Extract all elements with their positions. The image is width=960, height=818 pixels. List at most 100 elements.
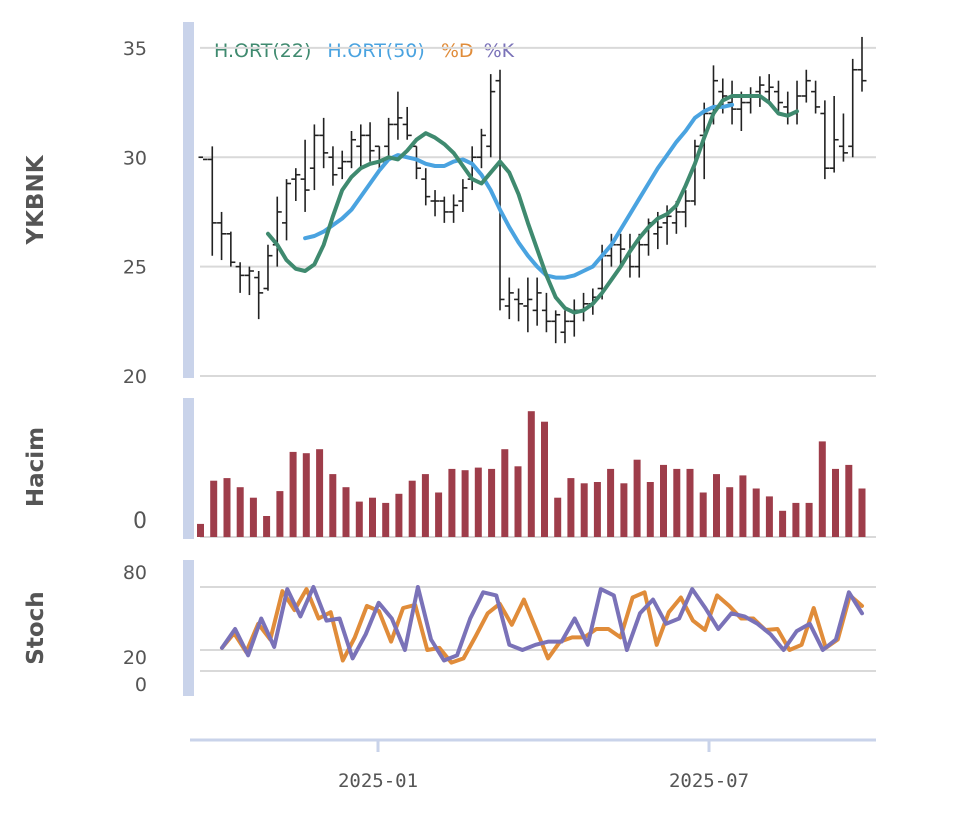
volume-bar bbox=[620, 483, 628, 537]
volume-bar bbox=[845, 464, 853, 537]
volume-bar bbox=[435, 492, 443, 537]
stoch-k-line bbox=[220, 585, 864, 663]
ohlc-bar bbox=[820, 100, 830, 180]
price-panel: 20 25 30 35 bbox=[123, 36, 876, 388]
ohlc-bar bbox=[801, 69, 811, 103]
ohlc-bar bbox=[300, 139, 310, 212]
volume-bar bbox=[302, 453, 310, 537]
ohlc-bar bbox=[458, 179, 468, 212]
ohlc-bar bbox=[736, 91, 746, 131]
price-tick-label: 25 bbox=[123, 257, 147, 279]
ohlc-bar bbox=[514, 288, 524, 322]
volume-tick-label: 0 bbox=[133, 509, 147, 534]
volume-bar bbox=[818, 441, 826, 537]
volume-bar bbox=[541, 421, 548, 537]
volume-bar bbox=[316, 449, 324, 537]
volume-bar bbox=[474, 467, 482, 537]
volume-bar bbox=[858, 488, 866, 537]
volume-bar bbox=[580, 483, 588, 537]
ohlc-bar bbox=[476, 128, 486, 169]
ohlc-bar bbox=[569, 299, 579, 337]
ohlc-bar bbox=[727, 80, 737, 125]
ohlc-bar bbox=[365, 122, 375, 162]
volume-bar bbox=[448, 468, 456, 537]
ohlc-bar bbox=[495, 69, 505, 311]
ohlc-bar bbox=[272, 196, 282, 267]
ohlc-bar bbox=[848, 58, 858, 158]
volume-bar bbox=[660, 464, 667, 537]
volume-bar bbox=[593, 482, 601, 537]
price-ylabel: YKBNK bbox=[23, 154, 49, 245]
ohlc-bar bbox=[207, 146, 217, 256]
volume-bar bbox=[210, 480, 218, 537]
ohlc-bar bbox=[829, 96, 839, 173]
ohlc-bar bbox=[792, 80, 802, 125]
volume-bar bbox=[421, 474, 429, 537]
ohlc-bar bbox=[449, 194, 459, 223]
volume-bar bbox=[382, 502, 390, 537]
ohlc-bar bbox=[263, 244, 273, 291]
volume-bar bbox=[514, 466, 522, 537]
volume-bar bbox=[408, 480, 416, 537]
ohlc-bar bbox=[291, 168, 301, 201]
volume-bar bbox=[527, 411, 535, 537]
volume-bar bbox=[197, 523, 204, 537]
volume-bar bbox=[501, 449, 509, 537]
stoch-tick-label: 80 bbox=[123, 562, 147, 584]
ohlc-bar bbox=[838, 113, 848, 162]
volume-bar bbox=[488, 468, 496, 537]
price-tick-label: 20 bbox=[123, 366, 147, 388]
volume-bar bbox=[355, 501, 363, 537]
ohlc-bar bbox=[504, 277, 514, 320]
ohlc-bar bbox=[764, 74, 774, 103]
ma22-line bbox=[266, 94, 799, 315]
ohlc-bar bbox=[532, 277, 542, 326]
ohlc-bar bbox=[337, 150, 347, 180]
ohlc-bar bbox=[217, 211, 227, 261]
stoch-panel-strip bbox=[183, 560, 194, 696]
volume-bar bbox=[752, 488, 760, 537]
stoch-tick-label: 0 bbox=[135, 674, 147, 696]
ohlc-bar bbox=[421, 168, 431, 206]
volume-bar bbox=[739, 475, 747, 537]
ohlc-bar bbox=[811, 80, 821, 114]
ohlc-bar bbox=[746, 87, 756, 114]
stoch-tick-label: 20 bbox=[123, 647, 147, 669]
x-tick-label: 2025-01 bbox=[338, 770, 418, 792]
ohlc-bar bbox=[430, 190, 440, 217]
stoch-panel: 0 20 80 bbox=[123, 562, 876, 696]
price-tick-label: 35 bbox=[123, 38, 147, 60]
volume-bar bbox=[633, 459, 641, 537]
ma50-line bbox=[303, 102, 735, 280]
legend: H.ORT(22) H.ORT(50) %D %K bbox=[214, 40, 515, 62]
volume-bar bbox=[461, 470, 469, 537]
volume-bar bbox=[792, 502, 800, 537]
ohlc-bar bbox=[486, 74, 496, 158]
stoch-ylabel: Stoch bbox=[23, 591, 49, 664]
ohlc-bar bbox=[254, 271, 264, 320]
volume-bar bbox=[276, 491, 284, 537]
volume-bar bbox=[699, 492, 707, 537]
volume-panel: 0 bbox=[133, 411, 876, 538]
price-panel-strip bbox=[183, 22, 194, 378]
ohlc-bar bbox=[523, 277, 533, 333]
volume-panel-strip bbox=[183, 398, 194, 539]
volume-bar bbox=[607, 468, 615, 537]
ohlc-bar bbox=[402, 106, 412, 140]
ohlc-bar bbox=[282, 179, 292, 241]
volume-bar bbox=[249, 497, 257, 537]
x-tick-label: 2025-07 bbox=[669, 770, 749, 792]
ohlc-bar bbox=[356, 124, 366, 169]
volume-ylabel: Hacim bbox=[23, 427, 49, 507]
ohlc-bar bbox=[773, 80, 783, 114]
legend-ma22: H.ORT(22) bbox=[214, 40, 311, 62]
ohlc-bar bbox=[384, 117, 394, 158]
volume-bar bbox=[395, 493, 403, 537]
volume-bar bbox=[369, 497, 376, 537]
volume-bar bbox=[832, 468, 839, 537]
ohlc-bar bbox=[616, 233, 626, 267]
legend-ma50: H.ORT(50) bbox=[327, 40, 424, 62]
ohlc-bar bbox=[319, 117, 329, 169]
volume-bar bbox=[342, 487, 350, 537]
